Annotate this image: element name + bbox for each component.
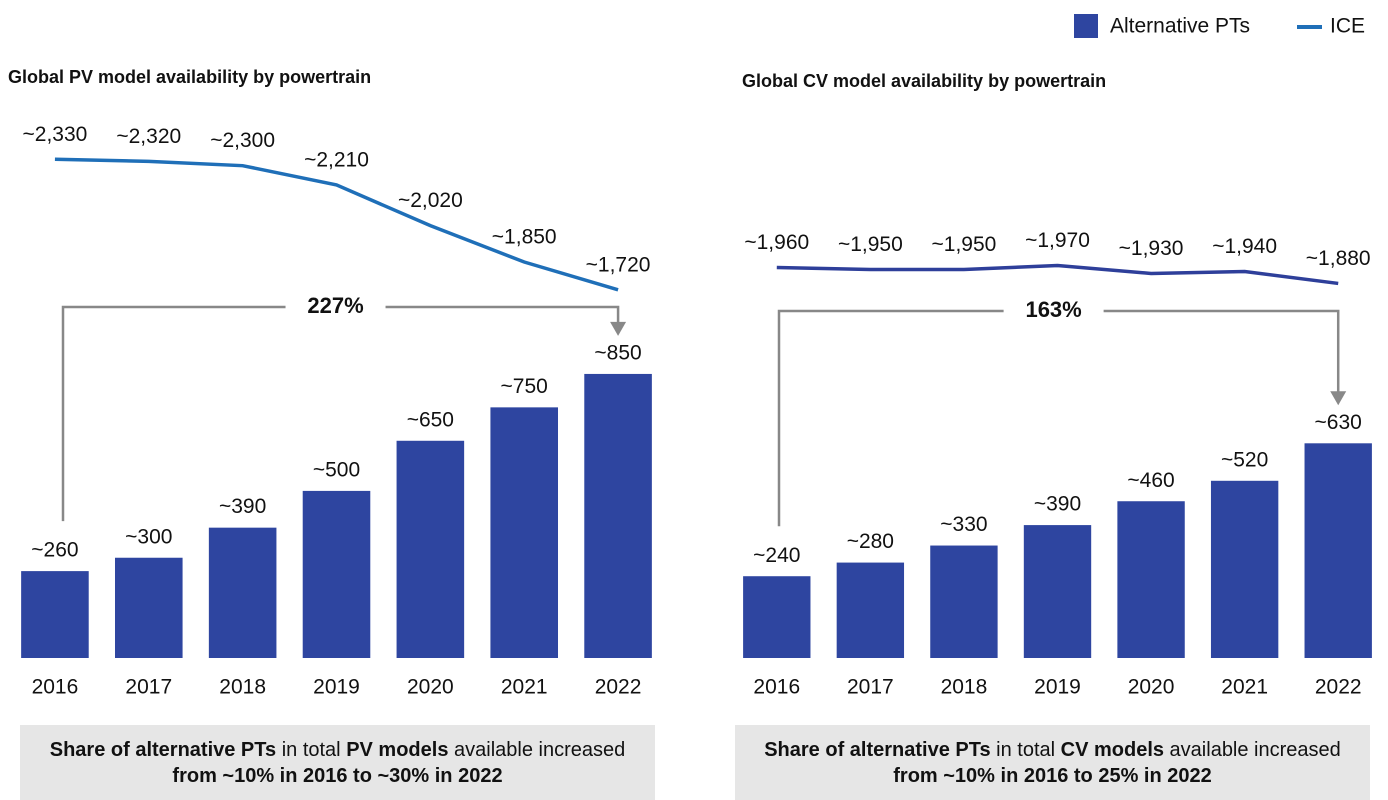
- data-label: ~650: [407, 408, 454, 431]
- bar: [396, 440, 465, 658]
- data-label: ~2,300: [210, 129, 275, 152]
- data-label: ~2,330: [23, 123, 88, 146]
- bar: [302, 490, 371, 658]
- annotation-bg: [1003, 295, 1104, 327]
- x-tick-label: 2021: [501, 676, 548, 699]
- data-label: ~500: [313, 458, 360, 481]
- line: [776, 263, 1339, 286]
- bar: [1304, 443, 1372, 658]
- note-run: in total: [990, 738, 1061, 761]
- note-run: Share of alternative PTs: [764, 738, 991, 761]
- bar: [743, 576, 811, 658]
- data-label: ~1,950: [838, 233, 903, 256]
- bar: [490, 407, 559, 658]
- x-tick-label: 2017: [125, 676, 172, 699]
- x-tick-label: 2018: [941, 676, 988, 699]
- data-label: ~1,960: [744, 231, 809, 254]
- note-box: Share of alternative PTs in total CV mod…: [735, 725, 1370, 800]
- note-run: from ~10% in 2016 to ~30% in 2022: [172, 764, 503, 787]
- legend-label: Alternative PTs: [1110, 15, 1250, 38]
- data-label: ~2,210: [304, 148, 369, 171]
- legend-swatch: [1074, 14, 1098, 38]
- x-tick-label: 2019: [313, 676, 360, 699]
- data-label: ~1,930: [1119, 237, 1184, 260]
- data-label: ~390: [219, 495, 266, 518]
- note-run: available increased: [1164, 738, 1347, 761]
- bar: [208, 527, 277, 658]
- data-label: ~280: [847, 530, 894, 553]
- bar: [1023, 525, 1092, 658]
- data-label: ~1,720: [586, 253, 651, 276]
- x-tick-label: 2016: [32, 676, 79, 699]
- data-label: ~390: [1034, 493, 1081, 516]
- data-label: ~300: [125, 525, 172, 548]
- data-label: ~520: [1221, 448, 1268, 471]
- x-tick-label: 2019: [1034, 676, 1081, 699]
- chart-title: Global CV model availability by powertra…: [742, 71, 1106, 91]
- note-run: CV models: [1060, 738, 1164, 761]
- note-text: Share of alternative PTs in total PV mod…: [40, 737, 635, 789]
- note-box: Share of alternative PTs in total PV mod…: [20, 725, 655, 800]
- annotation-bg: [285, 291, 386, 323]
- data-label: ~2,020: [398, 189, 463, 212]
- data-label: ~750: [501, 375, 548, 398]
- note-run: available increased: [448, 738, 631, 761]
- note-run: from ~10% in 2016 to 25% in 2022: [893, 764, 1212, 787]
- bar: [21, 571, 89, 658]
- data-label: ~1,940: [1212, 235, 1277, 258]
- annotation: 227%: [307, 293, 363, 318]
- note-run: in total: [276, 738, 347, 761]
- bar: [1117, 501, 1185, 658]
- note-run: Share of alternative PTs: [49, 738, 277, 761]
- arrow-head: [1330, 391, 1347, 406]
- bar: [930, 545, 998, 658]
- data-label: ~850: [594, 341, 641, 364]
- arrow-head: [610, 321, 627, 336]
- note-run: PV models: [346, 738, 449, 761]
- data-label: ~460: [1127, 469, 1174, 492]
- line: [54, 157, 619, 292]
- data-label: ~1,950: [932, 233, 997, 256]
- x-tick-label: 2022: [595, 676, 642, 699]
- x-tick-label: 2020: [407, 676, 454, 699]
- x-tick-label: 2022: [1315, 676, 1362, 699]
- bar: [836, 562, 905, 658]
- annotation: 163%: [1025, 297, 1081, 322]
- bar: [584, 373, 652, 658]
- x-tick-label: 2016: [753, 676, 800, 699]
- data-label: ~1,880: [1306, 247, 1371, 270]
- data-label: ~240: [753, 544, 800, 567]
- data-label: ~2,320: [116, 125, 181, 148]
- x-tick-label: 2021: [1221, 676, 1268, 699]
- data-label: ~1,850: [492, 226, 557, 249]
- legend-label: ICE: [1330, 15, 1365, 38]
- note-text: Share of alternative PTs in total CV mod…: [755, 737, 1350, 789]
- bar: [114, 557, 183, 658]
- data-label: ~1,970: [1025, 229, 1090, 252]
- data-label: ~330: [940, 513, 987, 536]
- data-label: ~630: [1315, 411, 1362, 434]
- x-tick-label: 2017: [847, 676, 894, 699]
- data-label: ~260: [31, 539, 78, 562]
- chart-title: Global PV model availability by powertra…: [8, 67, 371, 87]
- x-tick-label: 2020: [1128, 676, 1175, 699]
- x-tick-label: 2018: [219, 676, 266, 699]
- bar: [1210, 480, 1279, 658]
